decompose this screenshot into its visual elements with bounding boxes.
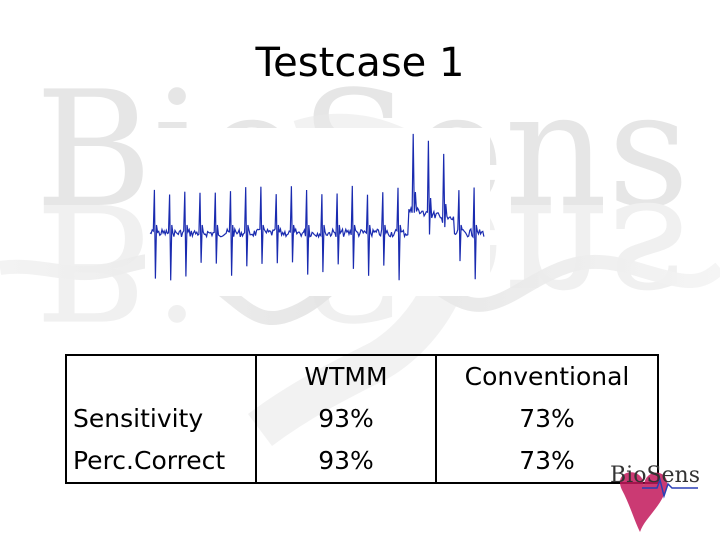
slide-title: Testcase 1 xyxy=(255,40,465,86)
header-cell-wtmm: WTMM xyxy=(255,353,437,399)
table-header-row: WTMM Conventional xyxy=(65,353,659,399)
cell-conventional-sensitivity: 73% xyxy=(435,398,659,440)
row-label-sensitivity: Sensitivity xyxy=(65,398,257,440)
row-label-perc-correct: Perc.Correct xyxy=(65,439,257,485)
table-row: Sensitivity 93% 73% xyxy=(65,398,659,440)
header-cell-empty xyxy=(65,353,257,399)
results-table: WTMM Conventional Sensitivity 93% 73% Pe… xyxy=(65,353,659,485)
ecg-waveform xyxy=(149,133,485,281)
header-cell-conventional: Conventional xyxy=(435,353,659,399)
logo-text: BioSens xyxy=(610,463,700,488)
ecg-trace xyxy=(149,133,485,281)
cell-wtmm-perc-correct: 93% xyxy=(255,439,437,485)
biosens-logo: BioSens xyxy=(610,463,700,532)
signal-plot xyxy=(145,128,490,296)
cell-conventional-perc-correct: 73% xyxy=(435,439,659,485)
cell-wtmm-sensitivity: 93% xyxy=(255,398,437,440)
table-row: Perc.Correct 93% 73% xyxy=(65,439,659,485)
heart-icon xyxy=(619,472,668,532)
